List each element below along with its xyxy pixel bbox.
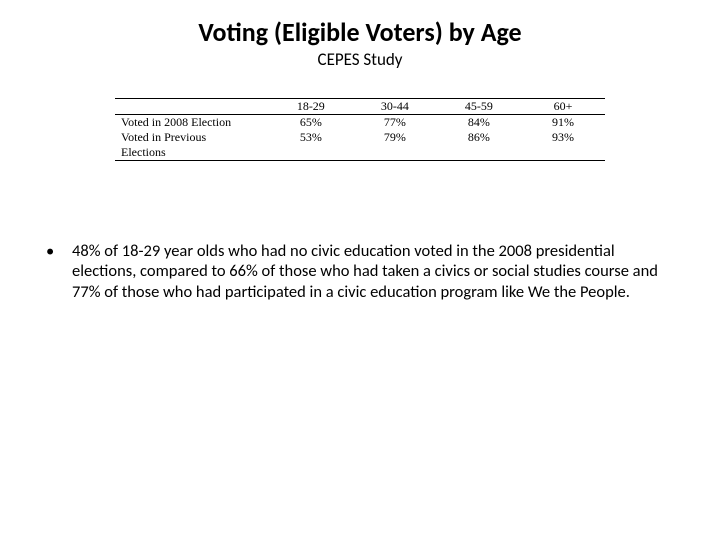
table-header-col2: 30-44	[353, 98, 437, 114]
table-cell: 93%	[521, 130, 605, 161]
table-header-col3: 45-59	[437, 98, 521, 114]
bullet-text: 48% of 18-29 year olds who had no civic …	[72, 241, 680, 303]
page-subtitle: CEPES Study	[0, 49, 720, 70]
table-cell: 65%	[269, 114, 353, 130]
table-header-blank	[115, 98, 269, 114]
page-title: Voting (Eligible Voters) by Age	[0, 0, 720, 47]
table-cell: 84%	[437, 114, 521, 130]
table-cell: 53%	[269, 130, 353, 161]
table-row: Voted in 2008 Election 65% 77% 84% 91%	[115, 114, 605, 130]
table-row: Voted in PreviousElections 53% 79% 86% 9…	[115, 130, 605, 161]
table-row-label: Voted in PreviousElections	[115, 130, 269, 161]
table-cell: 91%	[521, 114, 605, 130]
table-header-row: 18-29 30-44 45-59 60+	[115, 98, 605, 114]
slide: Voting (Eligible Voters) by Age CEPES St…	[0, 0, 720, 540]
bullet-marker: •	[40, 241, 72, 303]
table-row-label: Voted in 2008 Election	[115, 114, 269, 130]
table-cell: 79%	[353, 130, 437, 161]
bullet-list: • 48% of 18-29 year olds who had no civi…	[40, 241, 680, 303]
voting-table: 18-29 30-44 45-59 60+ Voted in 2008 Elec…	[115, 98, 605, 161]
voting-table-container: 18-29 30-44 45-59 60+ Voted in 2008 Elec…	[115, 98, 605, 161]
table-cell: 86%	[437, 130, 521, 161]
table-header-col1: 18-29	[269, 98, 353, 114]
table-cell: 77%	[353, 114, 437, 130]
table-header-col4: 60+	[521, 98, 605, 114]
bullet-item: • 48% of 18-29 year olds who had no civi…	[40, 241, 680, 303]
